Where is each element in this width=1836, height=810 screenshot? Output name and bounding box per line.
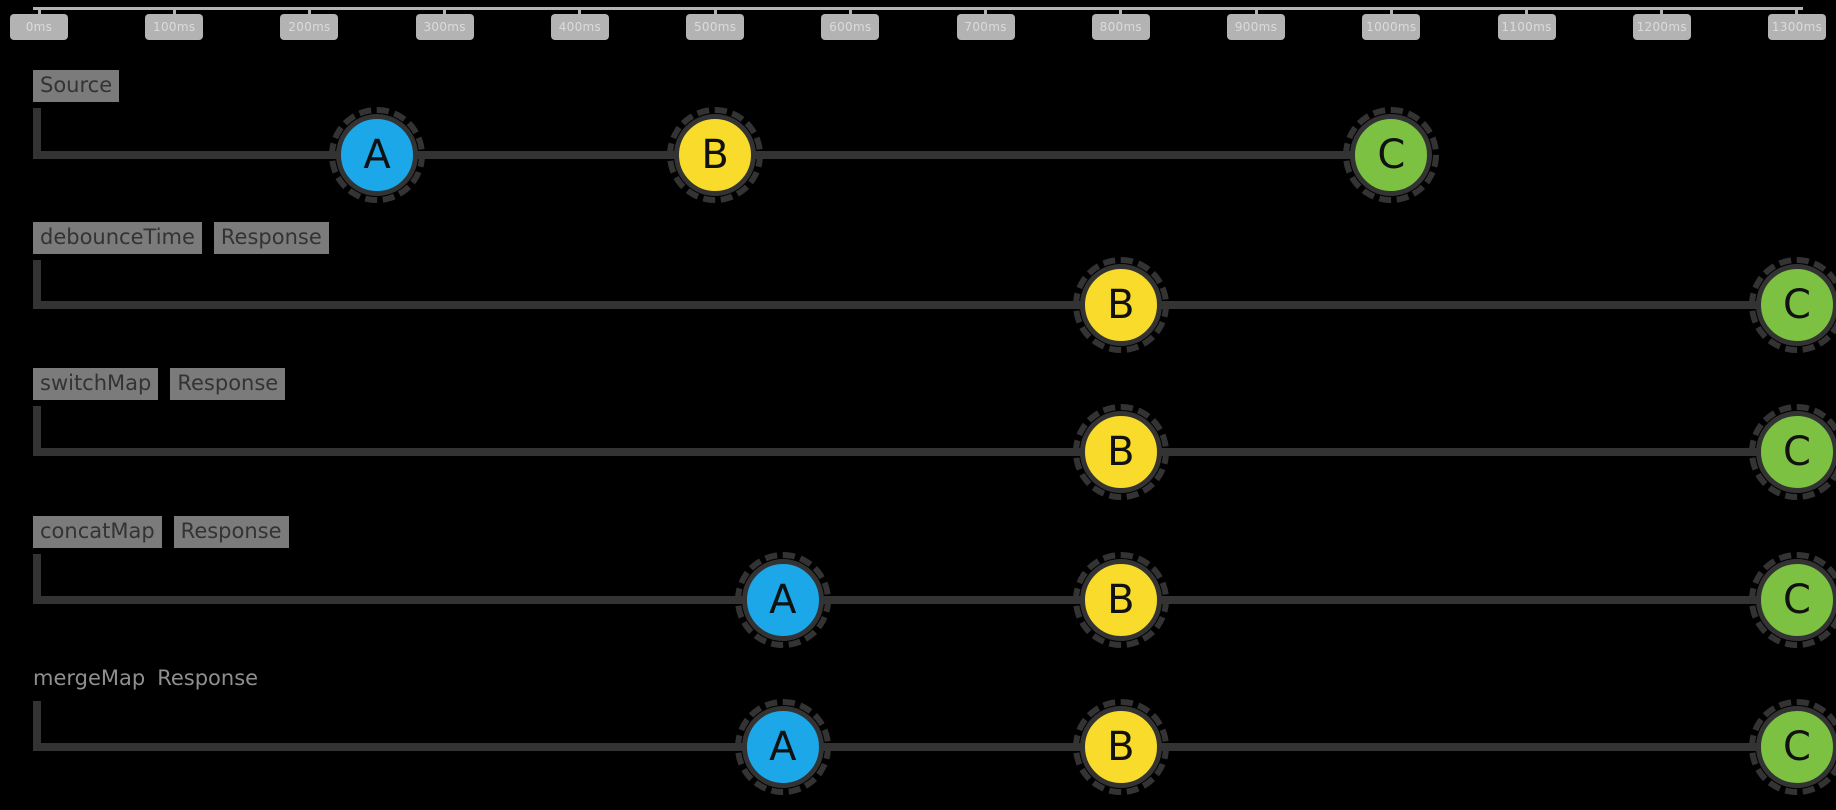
event-letter: C bbox=[1783, 577, 1811, 623]
row-start-bar-switchmap-response bbox=[33, 406, 41, 456]
ruler-tick-mark bbox=[1795, 7, 1799, 16]
ruler-tick-mark bbox=[1525, 7, 1529, 16]
event-letter: B bbox=[1107, 429, 1135, 475]
ruler-tick-mark bbox=[713, 7, 717, 16]
event-marker-mergemap-response-A[interactable]: A bbox=[734, 699, 831, 795]
ruler-tick-label: 600ms bbox=[821, 14, 880, 40]
event-letter: C bbox=[1377, 132, 1406, 178]
ruler-tick-label: 100ms bbox=[145, 14, 204, 40]
ruler-tick-mark bbox=[578, 7, 582, 16]
ruler-tick-label: 400ms bbox=[550, 14, 609, 40]
ruler-tick-mark bbox=[1660, 7, 1664, 16]
event-marker-source-C[interactable]: C bbox=[1343, 107, 1440, 203]
row-label-mergemap-response: mergeMap Response bbox=[33, 663, 258, 695]
row-timeline-concatmap-response bbox=[33, 596, 1836, 604]
ruler-tick-mark bbox=[443, 7, 447, 16]
event-marker-debounce-response-B[interactable]: B bbox=[1072, 257, 1169, 353]
row-label-concatmap-response: concatMap Response bbox=[33, 516, 289, 548]
ruler-tick-mark bbox=[1254, 7, 1258, 16]
event-marker-source-B[interactable]: B bbox=[667, 107, 764, 203]
row-timeline-mergemap-response bbox=[33, 743, 1836, 751]
ruler-tick-label: 1100ms bbox=[1497, 14, 1556, 40]
event-letter: A bbox=[769, 724, 797, 770]
event-marker-concatmap-response-B[interactable]: B bbox=[1072, 552, 1169, 648]
ruler-tick-mark bbox=[1389, 7, 1393, 16]
event-marker-debounce-response-C[interactable]: C bbox=[1748, 257, 1836, 353]
row-start-bar-concatmap-response bbox=[33, 554, 41, 604]
ruler-tick-mark bbox=[172, 7, 176, 16]
time-ruler-line bbox=[33, 7, 1803, 10]
ruler-tick-mark bbox=[307, 7, 311, 16]
ruler-tick-label: 1300ms bbox=[1767, 14, 1826, 40]
row-start-bar-debounce-response bbox=[33, 260, 41, 309]
ruler-tick-mark bbox=[37, 7, 41, 16]
row-label-word: Response bbox=[157, 666, 259, 690]
ruler-tick-label: 1000ms bbox=[1362, 14, 1421, 40]
ruler-tick-label: 0ms bbox=[10, 14, 68, 40]
row-label-source: Source bbox=[33, 70, 120, 102]
row-label-word: Response bbox=[173, 516, 289, 548]
row-label-word: Response bbox=[213, 222, 329, 254]
ruler-tick-label: 1200ms bbox=[1632, 14, 1691, 40]
row-label-debounce-response: debounceTime Response bbox=[33, 222, 329, 254]
ruler-tick-mark bbox=[1119, 7, 1123, 16]
ruler-tick-label: 300ms bbox=[415, 14, 474, 40]
event-marker-mergemap-response-C[interactable]: C bbox=[1748, 699, 1836, 795]
ruler-tick-mark bbox=[848, 7, 852, 16]
row-label-switchmap-response: switchMap Response bbox=[33, 368, 286, 400]
ruler-tick-label: 700ms bbox=[956, 14, 1015, 40]
row-label-word: Response bbox=[170, 368, 286, 400]
row-timeline-switchmap-response bbox=[33, 448, 1836, 456]
event-letter: B bbox=[1107, 577, 1135, 623]
row-label-word: Source bbox=[33, 70, 120, 102]
event-letter: B bbox=[701, 132, 729, 178]
event-letter: C bbox=[1783, 282, 1811, 328]
event-marker-mergemap-response-B[interactable]: B bbox=[1072, 699, 1169, 795]
event-letter: C bbox=[1783, 724, 1811, 770]
event-marker-concatmap-response-A[interactable]: A bbox=[734, 552, 831, 648]
ruler-tick-mark bbox=[984, 7, 988, 16]
ruler-tick-label: 500ms bbox=[686, 14, 745, 40]
event-marker-switchmap-response-C[interactable]: C bbox=[1748, 404, 1836, 500]
row-label-word: mergeMap bbox=[33, 666, 146, 690]
event-letter: A bbox=[769, 577, 797, 623]
event-marker-source-A[interactable]: A bbox=[329, 107, 426, 203]
event-letter: B bbox=[1107, 282, 1135, 328]
row-label-word: concatMap bbox=[33, 516, 162, 548]
ruler-tick-label: 800ms bbox=[1091, 14, 1150, 40]
event-letter: A bbox=[363, 132, 391, 178]
row-label-word: debounceTime bbox=[33, 222, 202, 254]
event-marker-switchmap-response-B[interactable]: B bbox=[1072, 404, 1169, 500]
ruler-tick-label: 200ms bbox=[280, 14, 339, 40]
row-start-bar-mergemap-response bbox=[33, 701, 41, 751]
row-label-word: switchMap bbox=[33, 368, 159, 400]
ruler-tick-label: 900ms bbox=[1227, 14, 1286, 40]
row-start-bar-source bbox=[33, 108, 41, 159]
row-timeline-debounce-response bbox=[33, 301, 1836, 309]
event-letter: C bbox=[1783, 429, 1811, 475]
event-letter: B bbox=[1107, 724, 1135, 770]
event-marker-concatmap-response-C[interactable]: C bbox=[1748, 552, 1836, 648]
